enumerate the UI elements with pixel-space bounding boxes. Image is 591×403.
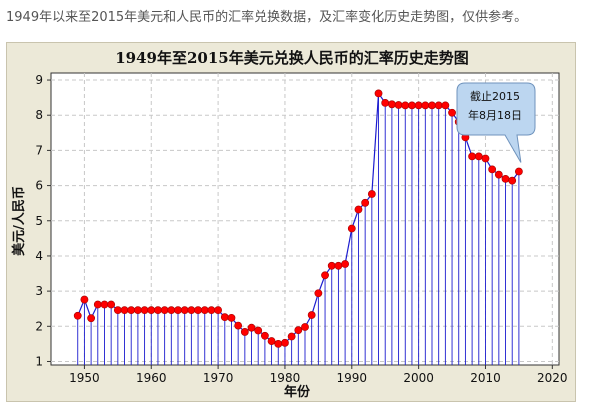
y-axis-label: 美元/人民币 [11, 186, 27, 256]
data-point [187, 306, 196, 315]
data-point [281, 338, 289, 347]
x-tick-label: 1960 [136, 371, 167, 385]
callout-line-2: 年8月18日 [468, 108, 522, 122]
data-point [80, 295, 89, 304]
y-tick-label: 2 [35, 319, 43, 333]
data-point [254, 326, 263, 335]
data-point [314, 289, 323, 298]
data-point [207, 306, 216, 315]
y-tick-label: 1 [35, 354, 43, 368]
data-point [374, 89, 383, 98]
data-point [107, 300, 116, 309]
data-point [154, 306, 162, 315]
data-point [321, 271, 329, 280]
data-point [307, 311, 316, 319]
data-point [327, 261, 336, 270]
callout-bubble [456, 82, 536, 163]
y-axis-ticks: 1 2 3 4 5 6 7 8 9 [35, 73, 51, 368]
x-tick-label: 2010 [470, 371, 501, 385]
data-point [341, 260, 350, 268]
y-tick-label: 7 [35, 143, 43, 157]
data-point [267, 337, 276, 345]
data-point [394, 101, 403, 109]
data-point [494, 170, 503, 179]
data-point [194, 306, 202, 315]
data-point [200, 306, 209, 315]
data-point [174, 306, 182, 315]
data-point [381, 99, 390, 107]
data-point [214, 306, 223, 315]
data-point [240, 328, 249, 336]
y-tick-label: 4 [35, 249, 43, 263]
data-point [294, 326, 303, 335]
data-point [93, 300, 102, 309]
chart-title: 1949年至2015年美元兑换人民币的汇率历史走势图 [115, 49, 469, 67]
data-point [434, 101, 443, 110]
chart-panel: 1949年至2015年美元兑换人民币的汇率历史走势图 1950 1960 1970 1… [6, 42, 576, 402]
x-axis-label: 年份 [284, 384, 311, 400]
data-point [180, 306, 189, 315]
y-tick-label: 8 [35, 108, 43, 122]
data-point [514, 167, 523, 176]
date-callout: 截止2015 年8月18日 [456, 82, 536, 163]
data-point [448, 108, 456, 117]
data-point [354, 205, 363, 214]
data-point [220, 313, 229, 322]
page-caption: 1949年以来至2015年美元和人民币的汇率兑换数据，及汇率变化历史走势图，仅供… [6, 10, 528, 25]
data-point [274, 339, 283, 348]
data-point [120, 306, 129, 315]
data-point [334, 261, 343, 270]
data-point [301, 323, 309, 331]
data-point [414, 101, 423, 110]
data-point [247, 323, 256, 332]
x-tick-label: 1990 [337, 371, 368, 385]
data-point [421, 101, 430, 110]
data-point [361, 198, 370, 207]
data-point [367, 190, 376, 198]
data-point [147, 306, 156, 315]
data-point [140, 306, 149, 315]
data-point [347, 224, 356, 233]
data-point [234, 321, 243, 330]
data-point [87, 314, 96, 323]
x-tick-label: 2020 [537, 371, 568, 385]
data-point [474, 152, 483, 161]
data-point [488, 165, 497, 174]
callout-line-1: 截止2015 [470, 89, 520, 103]
data-point [133, 306, 142, 315]
x-tick-label: 2000 [403, 371, 434, 385]
x-axis-ticks: 1950 1960 1970 1980 1990 2000 2010 2020 [69, 365, 568, 385]
data-point [73, 311, 82, 320]
data-point [428, 101, 436, 110]
drop-lines [77, 93, 520, 365]
data-point [387, 100, 396, 109]
data-point [287, 332, 296, 341]
y-tick-label: 6 [35, 179, 43, 193]
data-point [160, 306, 169, 315]
data-point [227, 313, 236, 322]
data-point [113, 306, 122, 315]
data-point [167, 306, 176, 315]
grid-lines [51, 73, 559, 365]
data-point [508, 176, 517, 185]
data-point [441, 101, 450, 110]
x-tick-label: 1980 [270, 371, 301, 385]
data-point [100, 300, 109, 309]
y-tick-label: 9 [35, 73, 43, 87]
exchange-rate-chart: 1949年至2015年美元兑换人民币的汇率历史走势图 1950 1960 1970 1… [11, 49, 568, 400]
y-tick-label: 3 [35, 284, 43, 298]
data-point [408, 101, 416, 110]
y-tick-label: 5 [35, 214, 43, 228]
x-tick-label: 1970 [203, 371, 234, 385]
data-point [481, 154, 490, 163]
data-point [501, 174, 510, 183]
data-point [127, 306, 136, 315]
x-tick-label: 1950 [69, 371, 100, 385]
data-point [401, 101, 410, 110]
data-point [260, 331, 269, 340]
data-point [468, 152, 477, 161]
